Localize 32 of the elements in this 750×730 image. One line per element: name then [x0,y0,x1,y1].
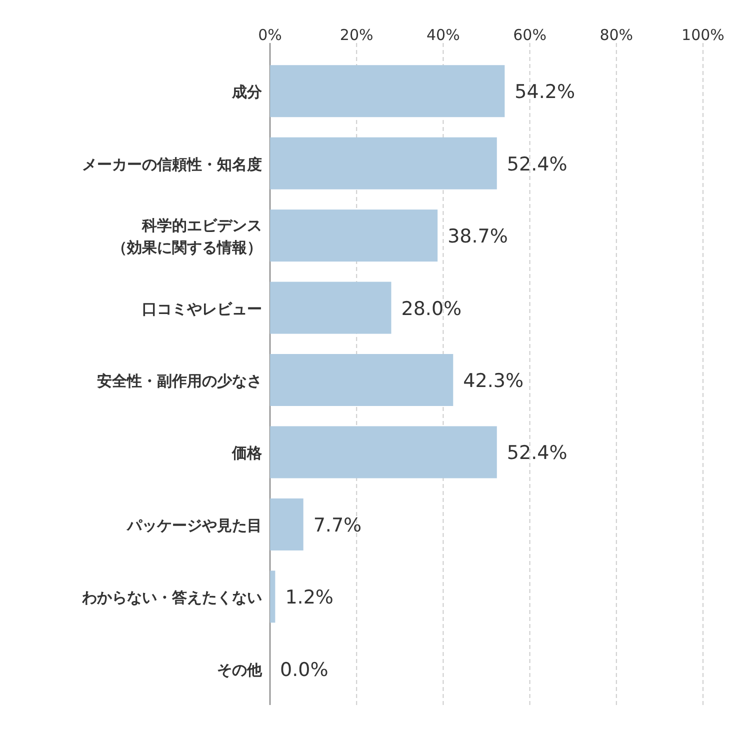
bar [270,498,304,550]
data-label: 28.0% [401,298,462,320]
bar [270,65,505,118]
y-tick-label: 安全性・副作用の少なさ [97,372,262,390]
x-tick-label: 80% [600,26,634,44]
y-tick-label: 価格 [231,444,263,462]
y-tick-label: 科学的エビデンス（効果に関する情報） [112,216,262,257]
data-label: 52.4% [506,153,568,176]
bar [270,210,438,262]
data-label: 7.7% [313,514,362,536]
y-tick-label: 口コミやレビュー [142,300,262,318]
y-tick-label: その他 [217,660,263,679]
data-label: 52.4% [506,442,568,464]
bar [270,570,276,623]
y-tick-label: 成分 [231,83,263,102]
x-tick-label: 0% [258,26,282,44]
data-label: 0.0% [280,658,328,681]
y-tick-label: メーカーの信頼性・知名度 [82,155,262,174]
x-tick-label: 20% [340,26,374,44]
x-tick-label: 40% [426,26,460,44]
x-tick-label: 60% [513,26,546,44]
bar [270,426,497,478]
data-label: 38.7% [448,226,508,248]
bar [270,354,454,406]
data-label: 54.2% [514,81,576,104]
bar [270,137,497,190]
x-tick-label: 100% [682,26,724,44]
data-label: 1.2% [285,586,334,609]
data-label: 42.3% [463,370,524,392]
y-tick-label: わからない・答えたくない [81,588,262,607]
y-tick-label: パッケージや見た目 [126,516,262,534]
bar [270,282,392,334]
